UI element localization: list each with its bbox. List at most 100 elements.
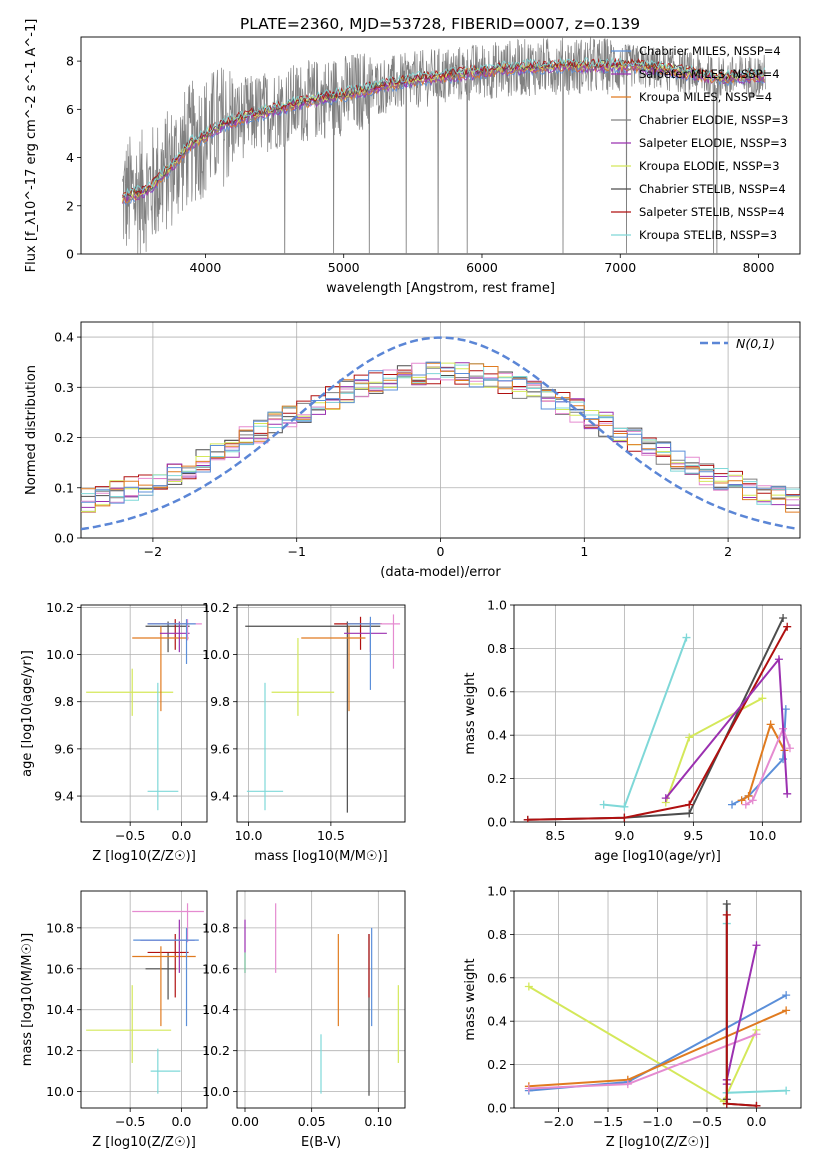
weight-point <box>685 733 694 742</box>
weight-line <box>731 709 787 806</box>
x-tick-label: 2 <box>724 544 732 559</box>
mass-vs-reddening-panel: 0.00 0.05 0.10 10.0 10.2 10.4 10.6 10.8 E(B-V) <box>202 890 406 1150</box>
model-spectrum-line <box>122 56 766 198</box>
weight-point <box>782 1006 791 1015</box>
model-spectrum-line <box>122 57 766 197</box>
weight-point <box>623 1080 632 1089</box>
x-tick-label: −0.5 <box>692 1114 722 1129</box>
residual-histogram <box>81 363 800 505</box>
y-tick-label: 0.1 <box>54 480 74 495</box>
weight-point <box>785 744 794 753</box>
weight-point <box>741 800 750 809</box>
y-axis-label: mass [log10(M/M☉)] <box>20 933 35 1066</box>
weight-point <box>661 794 670 803</box>
y-tick-label: 9.8 <box>54 694 74 709</box>
legend-label: Chabrier ELODIE, NSSP=3 <box>639 113 788 127</box>
axes-frame <box>80 604 208 823</box>
weight-vs-metallicity-panel: −2.0 −1.5 −1.0 −0.5 0.0 0.0 0.2 0.4 0.6 0.8 1.0 Z [… <box>463 884 802 1150</box>
x-tick-label: 10.5 <box>317 828 345 843</box>
weight-line <box>741 721 786 802</box>
y-tick-label: 0.6 <box>487 970 507 985</box>
y-tick-label: 10.8 <box>46 920 74 935</box>
y-axis-label: age [log10(age/yr)] <box>20 650 35 777</box>
y-tick-label: 10.2 <box>46 1043 74 1058</box>
x-tick-label: −0.5 <box>115 1114 145 1129</box>
y-tick-label: 9.4 <box>54 789 74 804</box>
x-tick-label: 0.10 <box>364 1114 392 1129</box>
weight-point <box>782 1086 791 1095</box>
x-tick-label: −1.5 <box>593 1114 623 1129</box>
y-tick-label: 10.2 <box>202 1043 230 1058</box>
y-tick-label: 8 <box>66 54 74 69</box>
weight-point <box>737 796 746 805</box>
weight-point <box>620 802 629 811</box>
x-tick-label: 10.0 <box>235 828 263 843</box>
weight-point <box>728 800 737 809</box>
y-tick-label: 10.2 <box>202 600 230 615</box>
axes-frame <box>80 321 801 539</box>
y-tick-label: 6 <box>66 102 74 117</box>
x-tick-label: 6000 <box>466 260 498 275</box>
x-tick-label: 0.0 <box>747 1114 767 1129</box>
y-tick-label: 0.2 <box>487 1057 507 1072</box>
x-tick-label: 0.0 <box>171 1114 191 1129</box>
legend-label: Kroupa MILES, NSSP=4 <box>639 90 772 104</box>
weight-line <box>664 697 763 803</box>
weight-line <box>527 626 789 821</box>
weight-point <box>766 720 775 729</box>
weight-point <box>523 815 532 822</box>
residual-histogram <box>81 361 800 504</box>
y-tick-label: 0.8 <box>487 927 507 942</box>
y-tick-label: 0.3 <box>54 380 74 395</box>
weight-point <box>685 809 694 818</box>
y-tick-label: 0.8 <box>487 641 507 656</box>
x-axis-label: age [log10(age/yr)] <box>594 849 721 864</box>
residuals-panel: −2 −1 0 1 2 0.0 0.1 0.2 0.3 0.4 (data-model)/error… <box>24 321 801 580</box>
weight-point <box>722 900 731 909</box>
y-tick-label: 4 <box>66 150 74 165</box>
y-tick-label: 9.6 <box>210 741 230 756</box>
y-tick-label: 0.2 <box>487 771 507 786</box>
weight-point <box>781 705 790 714</box>
y-tick-label: 10.0 <box>202 647 230 662</box>
y-tick-label: 10.0 <box>202 1084 230 1099</box>
axes-frame <box>513 890 802 1109</box>
x-tick-label: −1.0 <box>642 1114 672 1129</box>
axes-frame <box>80 36 801 255</box>
x-tick-label: 8000 <box>743 260 775 275</box>
y-axis-label: mass weight <box>463 672 478 754</box>
axes-frame <box>80 890 208 1109</box>
y-tick-label: 0.0 <box>487 1101 507 1116</box>
legend-label: Salpeter STELIB, NSSP=4 <box>639 205 785 219</box>
x-axis-label: (data-model)/error <box>380 565 501 580</box>
x-tick-label: 0 <box>437 544 445 559</box>
y-tick-label: 1.0 <box>487 598 507 613</box>
legend-label: Kroupa ELODIE, NSSP=3 <box>639 159 780 173</box>
legend-label: Chabrier MILES, NSSP=4 <box>639 44 781 58</box>
y-tick-label: 0.4 <box>54 330 74 345</box>
legend-label: Kroupa STELIB, NSSP=3 <box>639 228 777 242</box>
y-tick-label: 9.4 <box>210 789 230 804</box>
y-tick-label: 0.0 <box>487 815 507 830</box>
axes-frame <box>236 604 406 823</box>
weight-point <box>685 800 694 809</box>
x-axis-label: mass [log10(M/M☉)] <box>254 849 387 864</box>
y-tick-label: 0.0 <box>54 531 74 546</box>
y-tick-label: 10.2 <box>46 600 74 615</box>
weight-point <box>783 622 792 631</box>
y-tick-label: 0.2 <box>54 430 74 445</box>
x-tick-label: 10.0 <box>748 828 776 843</box>
age-vs-mass-panel: 10.0 10.5 9.4 9.6 9.8 10.0 10.2 mass [log10(M/M… <box>202 600 406 864</box>
weight-point <box>524 982 533 991</box>
gaussian-curve <box>81 336 798 531</box>
weight-point <box>752 1030 761 1039</box>
legend-label: Salpeter ELODIE, NSSP=3 <box>639 136 787 150</box>
weight-vs-age-panel: 8.5 9.0 9.5 10.0 0.0 0.2 0.4 0.6 0.8 1.0 age [log1… <box>463 598 802 864</box>
weight-line <box>745 725 791 806</box>
x-axis-label: wavelength [Angstrom, rest frame] <box>326 281 555 296</box>
x-tick-label: 0.00 <box>231 1114 259 1129</box>
y-tick-label: 0.4 <box>487 1014 507 1029</box>
x-tick-label: 8.5 <box>545 828 565 843</box>
x-tick-label: −1 <box>287 544 305 559</box>
